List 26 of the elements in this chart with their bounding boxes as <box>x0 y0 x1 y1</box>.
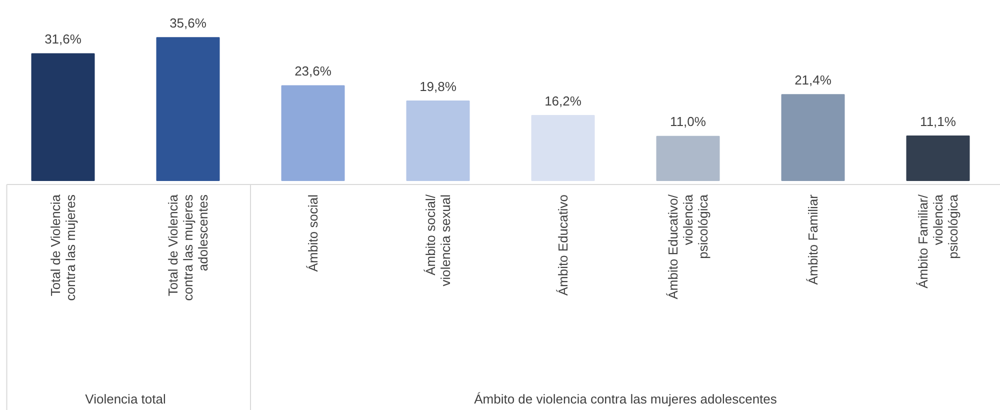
x-tick-label: Ámbito social <box>306 194 320 272</box>
data-label: 21,4% <box>794 72 832 88</box>
x-tick-label: Ámbito social/ violencia sexual <box>423 194 453 286</box>
x-tick-label: Ámbito Familiar/ violencia psicológica <box>916 194 960 288</box>
bar <box>31 53 95 181</box>
bar <box>906 135 970 181</box>
bar <box>531 114 595 181</box>
text: Ámbito de violencia contra las mujeres adolescentes <box>474 392 778 406</box>
x-tick-label: Total de Violencia contra las mujeres adolescentes <box>166 194 210 301</box>
x-tick-label: Ámbito Familiar <box>806 194 820 285</box>
data-label: 16,2% <box>544 93 582 108</box>
text: Violencia total <box>85 392 166 406</box>
x-tick-label: Ámbito Educativo <box>556 194 570 296</box>
x-tick-label: Total de Violencia contra las mujeres <box>48 194 78 301</box>
bar <box>156 37 220 181</box>
bar <box>406 100 470 181</box>
data-label: 11,1% <box>920 114 956 129</box>
data-label: 11,0% <box>670 114 706 130</box>
x-tick-label: Ámbito Educativo/ violencia psicológica <box>666 194 710 300</box>
bar <box>781 94 845 181</box>
data-label: 35,6% <box>170 15 207 30</box>
bar <box>656 136 720 181</box>
data-label: 23,6% <box>294 64 332 79</box>
data-label: 31,6% <box>44 31 82 46</box>
data-label: 19,8% <box>420 78 457 94</box>
bar <box>281 85 345 181</box>
